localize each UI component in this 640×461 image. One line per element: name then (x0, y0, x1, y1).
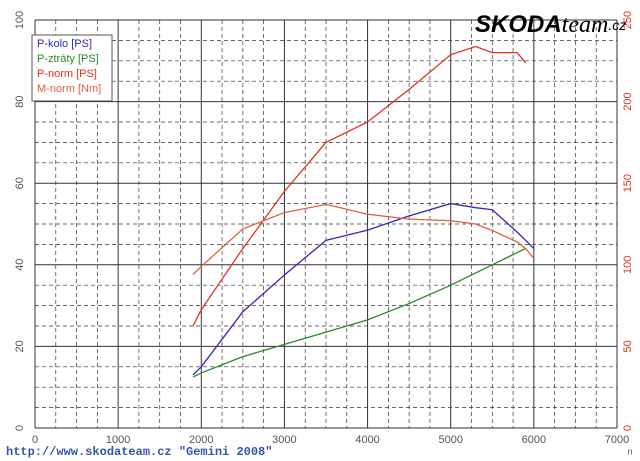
legend-entry: P-kolo [PS] (37, 38, 92, 50)
legend-box (31, 34, 113, 102)
y2-tick-label: 150 (622, 174, 634, 192)
y-tick-label: 20 (14, 340, 26, 352)
legend-entry: M-norm [Nm] (37, 83, 101, 95)
x-tick-label: 2000 (189, 434, 213, 446)
y2-tick-label: 100 (622, 256, 634, 274)
y2-tick-label: 200 (622, 92, 634, 110)
logo-part: SKODA (475, 11, 562, 38)
x-axis-label: n (627, 446, 632, 456)
legend-entry: P-ztráty [PS] (37, 53, 99, 65)
y-tick-label: 0 (14, 425, 26, 431)
x-tick-label: 3000 (272, 434, 296, 446)
y-tick-label: 80 (14, 95, 26, 107)
y-tick-label: 40 (14, 259, 26, 271)
legend: P-kolo [PS] P-ztráty [PS] P-norm [PS] M-nor… (31, 34, 113, 102)
footer: http://www.skodateam.cz "Gemini 2008" (6, 445, 272, 459)
x-tick-label: 7000 (605, 434, 629, 446)
y-tick-label: 60 (14, 177, 26, 189)
series-line (192, 247, 526, 378)
x-tick-label: 6000 (522, 434, 546, 446)
series-line (192, 203, 535, 276)
logo-part: .cz (608, 17, 626, 33)
logo-part: team (562, 12, 609, 38)
legend-entry: P-norm [PS] (37, 68, 97, 80)
y-tick-label: 100 (14, 11, 26, 29)
y2-tick-label: 0 (622, 425, 634, 431)
x-tick-label: 1000 (106, 434, 130, 446)
series-line (192, 202, 535, 376)
x-tick-label: 5000 (438, 434, 462, 446)
x-tick-label: 4000 (355, 434, 379, 446)
y2-tick-label: 250 (622, 11, 634, 29)
x-tick-label: 0 (32, 434, 38, 446)
series-line (192, 45, 527, 327)
y2-tick-label: 50 (622, 340, 634, 352)
logo: SKODAteam.cz (475, 11, 626, 38)
